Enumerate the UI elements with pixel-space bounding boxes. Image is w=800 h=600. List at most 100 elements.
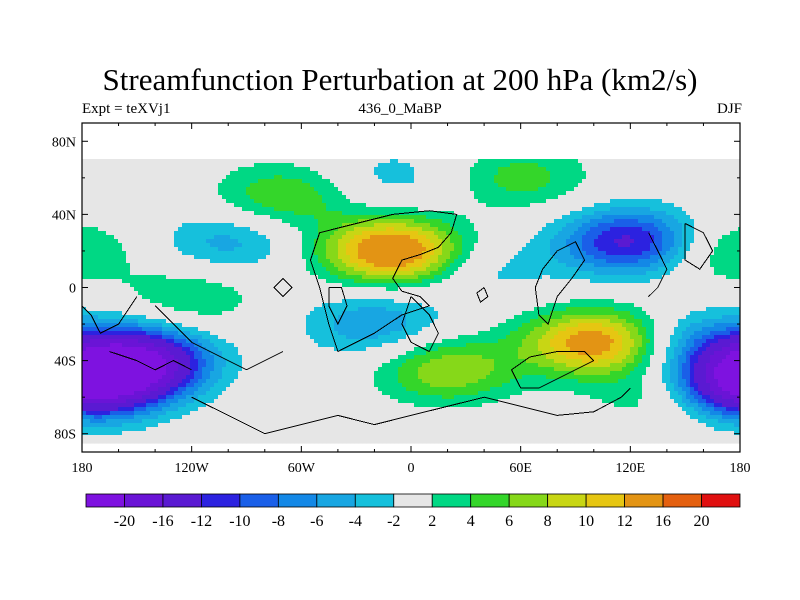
field-cell [598, 207, 603, 212]
field-cell [494, 207, 499, 212]
field-cell [526, 255, 531, 260]
field-cell [362, 171, 367, 176]
field-cell [718, 179, 723, 184]
field-cell [690, 275, 695, 280]
field-cell [322, 227, 327, 232]
field-cell [502, 247, 507, 252]
field-cell [82, 279, 87, 284]
field-cell [730, 163, 735, 168]
field-cell [234, 211, 239, 216]
field-cell [534, 267, 539, 272]
field-cell [110, 259, 115, 264]
field-cell [262, 255, 267, 260]
field-cell [258, 167, 263, 172]
field-cell [130, 171, 135, 176]
field-cell [346, 255, 351, 260]
field-cell [654, 183, 659, 188]
field-cell [346, 275, 351, 280]
field-cell [242, 195, 247, 200]
field-cell [350, 271, 355, 276]
field-cell [114, 247, 119, 252]
field-cell [534, 199, 539, 204]
field-cell [422, 215, 427, 220]
field-cell [362, 223, 367, 228]
field-cell [542, 247, 547, 252]
field-cell [618, 219, 623, 224]
field-cell [306, 207, 311, 212]
field-cell [462, 199, 467, 204]
field-cell [530, 163, 535, 168]
field-cell [578, 235, 583, 240]
field-cell [242, 223, 247, 228]
field-cell [110, 159, 115, 164]
field-cell [570, 175, 575, 180]
field-cell [590, 263, 595, 268]
field-cell [242, 167, 247, 172]
field-cell [446, 175, 451, 180]
field-cell [350, 207, 355, 212]
field-cell [362, 199, 367, 204]
field-cell [534, 259, 539, 264]
field-cell [354, 215, 359, 220]
field-cell [210, 171, 215, 176]
field-cell [234, 251, 239, 256]
field-cell [298, 215, 303, 220]
field-cell [262, 159, 267, 164]
field-cell [474, 263, 479, 268]
field-cell [650, 243, 655, 248]
field-cell [474, 179, 479, 184]
field-cell [686, 235, 691, 240]
field-cell [322, 191, 327, 196]
field-cell [330, 195, 335, 200]
field-cell [458, 207, 463, 212]
field-cell [314, 215, 319, 220]
field-cell [330, 183, 335, 188]
field-cell [282, 183, 287, 188]
field-cell [274, 163, 279, 168]
field-cell [442, 203, 447, 208]
field-cell [594, 275, 599, 280]
field-cell [310, 271, 315, 276]
field-cell [646, 275, 651, 280]
field-cell [198, 223, 203, 228]
field-cell [458, 211, 463, 216]
field-cell [142, 175, 147, 180]
field-cell [398, 239, 403, 244]
field-cell [170, 219, 175, 224]
field-cell [718, 211, 723, 216]
field-cell [250, 219, 255, 224]
field-cell [230, 219, 235, 224]
field-cell [266, 255, 271, 260]
field-cell [350, 195, 355, 200]
field-cell [274, 167, 279, 172]
field-cell [594, 167, 599, 172]
field-cell [650, 195, 655, 200]
field-cell [542, 207, 547, 212]
field-cell [658, 215, 663, 220]
field-cell [598, 251, 603, 256]
field-cell [254, 211, 259, 216]
field-cell [562, 251, 567, 256]
field-cell [166, 159, 171, 164]
field-cell [274, 203, 279, 208]
field-cell [238, 223, 243, 228]
field-cell [122, 239, 127, 244]
field-cell [658, 163, 663, 168]
field-cell [298, 255, 303, 260]
field-cell [90, 199, 95, 204]
field-cell [186, 275, 191, 280]
field-cell [174, 163, 179, 168]
field-cell [426, 223, 431, 228]
field-cell [82, 235, 87, 240]
field-cell [122, 159, 127, 164]
field-cell [642, 235, 647, 240]
field-cell [194, 227, 199, 232]
field-cell [382, 275, 387, 280]
field-cell [490, 215, 495, 220]
field-cell [558, 203, 563, 208]
field-cell [582, 163, 587, 168]
field-cell [482, 163, 487, 168]
field-cell [462, 179, 467, 184]
field-cell [266, 275, 271, 280]
field-cell [546, 199, 551, 204]
